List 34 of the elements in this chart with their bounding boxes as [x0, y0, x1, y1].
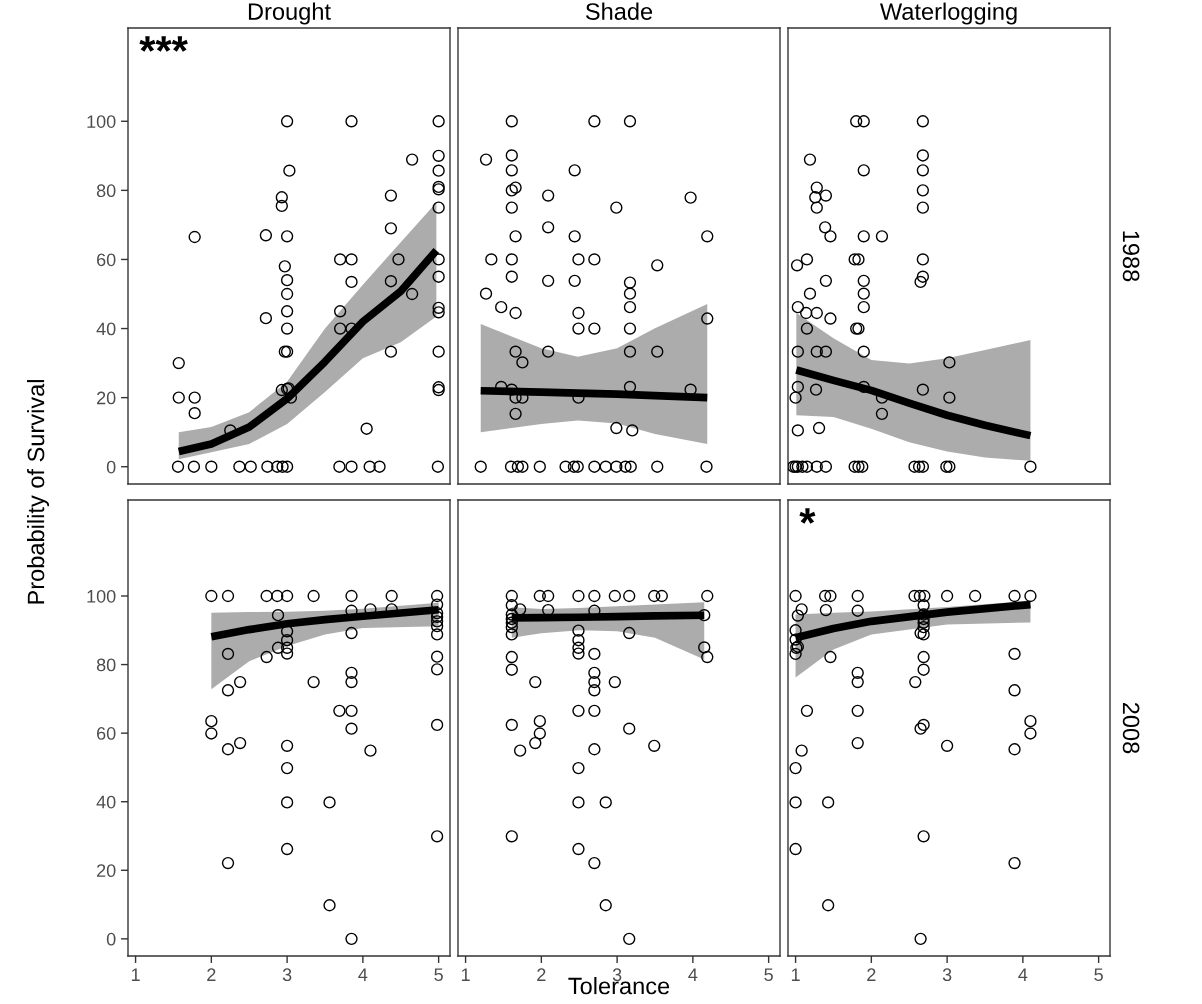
y-tick-label: 20 — [97, 391, 116, 405]
x-tick-label: 2 — [537, 968, 546, 981]
x-tick-label: 4 — [358, 968, 368, 981]
y-tick-label: 60 — [97, 253, 116, 267]
x-tick-label: 5 — [764, 968, 773, 982]
y2-axis-title: 1988 — [1122, 231, 1140, 282]
x-tick-label: 5 — [434, 968, 443, 982]
chart-title: Drought — [248, 2, 331, 25]
annotation: *** — [139, 36, 188, 52]
y-tick-label: 40 — [96, 795, 116, 809]
chart-title: Shade — [585, 2, 653, 20]
x-tick-label: 1 — [461, 968, 470, 981]
chart-title: Waterlogging — [879, 2, 1017, 25]
y-tick-label: 80 — [96, 184, 116, 198]
annotation: * — [799, 508, 816, 524]
y-tick-label: 60 — [97, 727, 116, 740]
x-tick-label: 5 — [1094, 968, 1103, 982]
y-axis-title: Probability of Survival — [27, 380, 49, 604]
x-tick-label: 4 — [1018, 968, 1028, 981]
y-tick-label: 100 — [87, 589, 116, 603]
x-tick-label: 3 — [282, 968, 292, 982]
y-tick-label: 0 — [106, 460, 116, 474]
y-tick-label: 20 — [97, 864, 116, 878]
x-tick-label: 2 — [867, 968, 876, 981]
y-tick-label: 40 — [96, 322, 116, 336]
x-tick-label: 1 — [131, 968, 140, 981]
y-tick-label: 100 — [87, 115, 116, 128]
y2-axis-title: 2008 — [1122, 702, 1140, 754]
y-tick-label: 80 — [96, 658, 116, 672]
x-tick-label: 3 — [942, 968, 952, 982]
x-tick-label: 2 — [207, 968, 216, 981]
x-tick-label: 1 — [791, 968, 800, 981]
x-tick-label: 4 — [688, 968, 698, 981]
y-tick-label: 0 — [106, 932, 116, 946]
